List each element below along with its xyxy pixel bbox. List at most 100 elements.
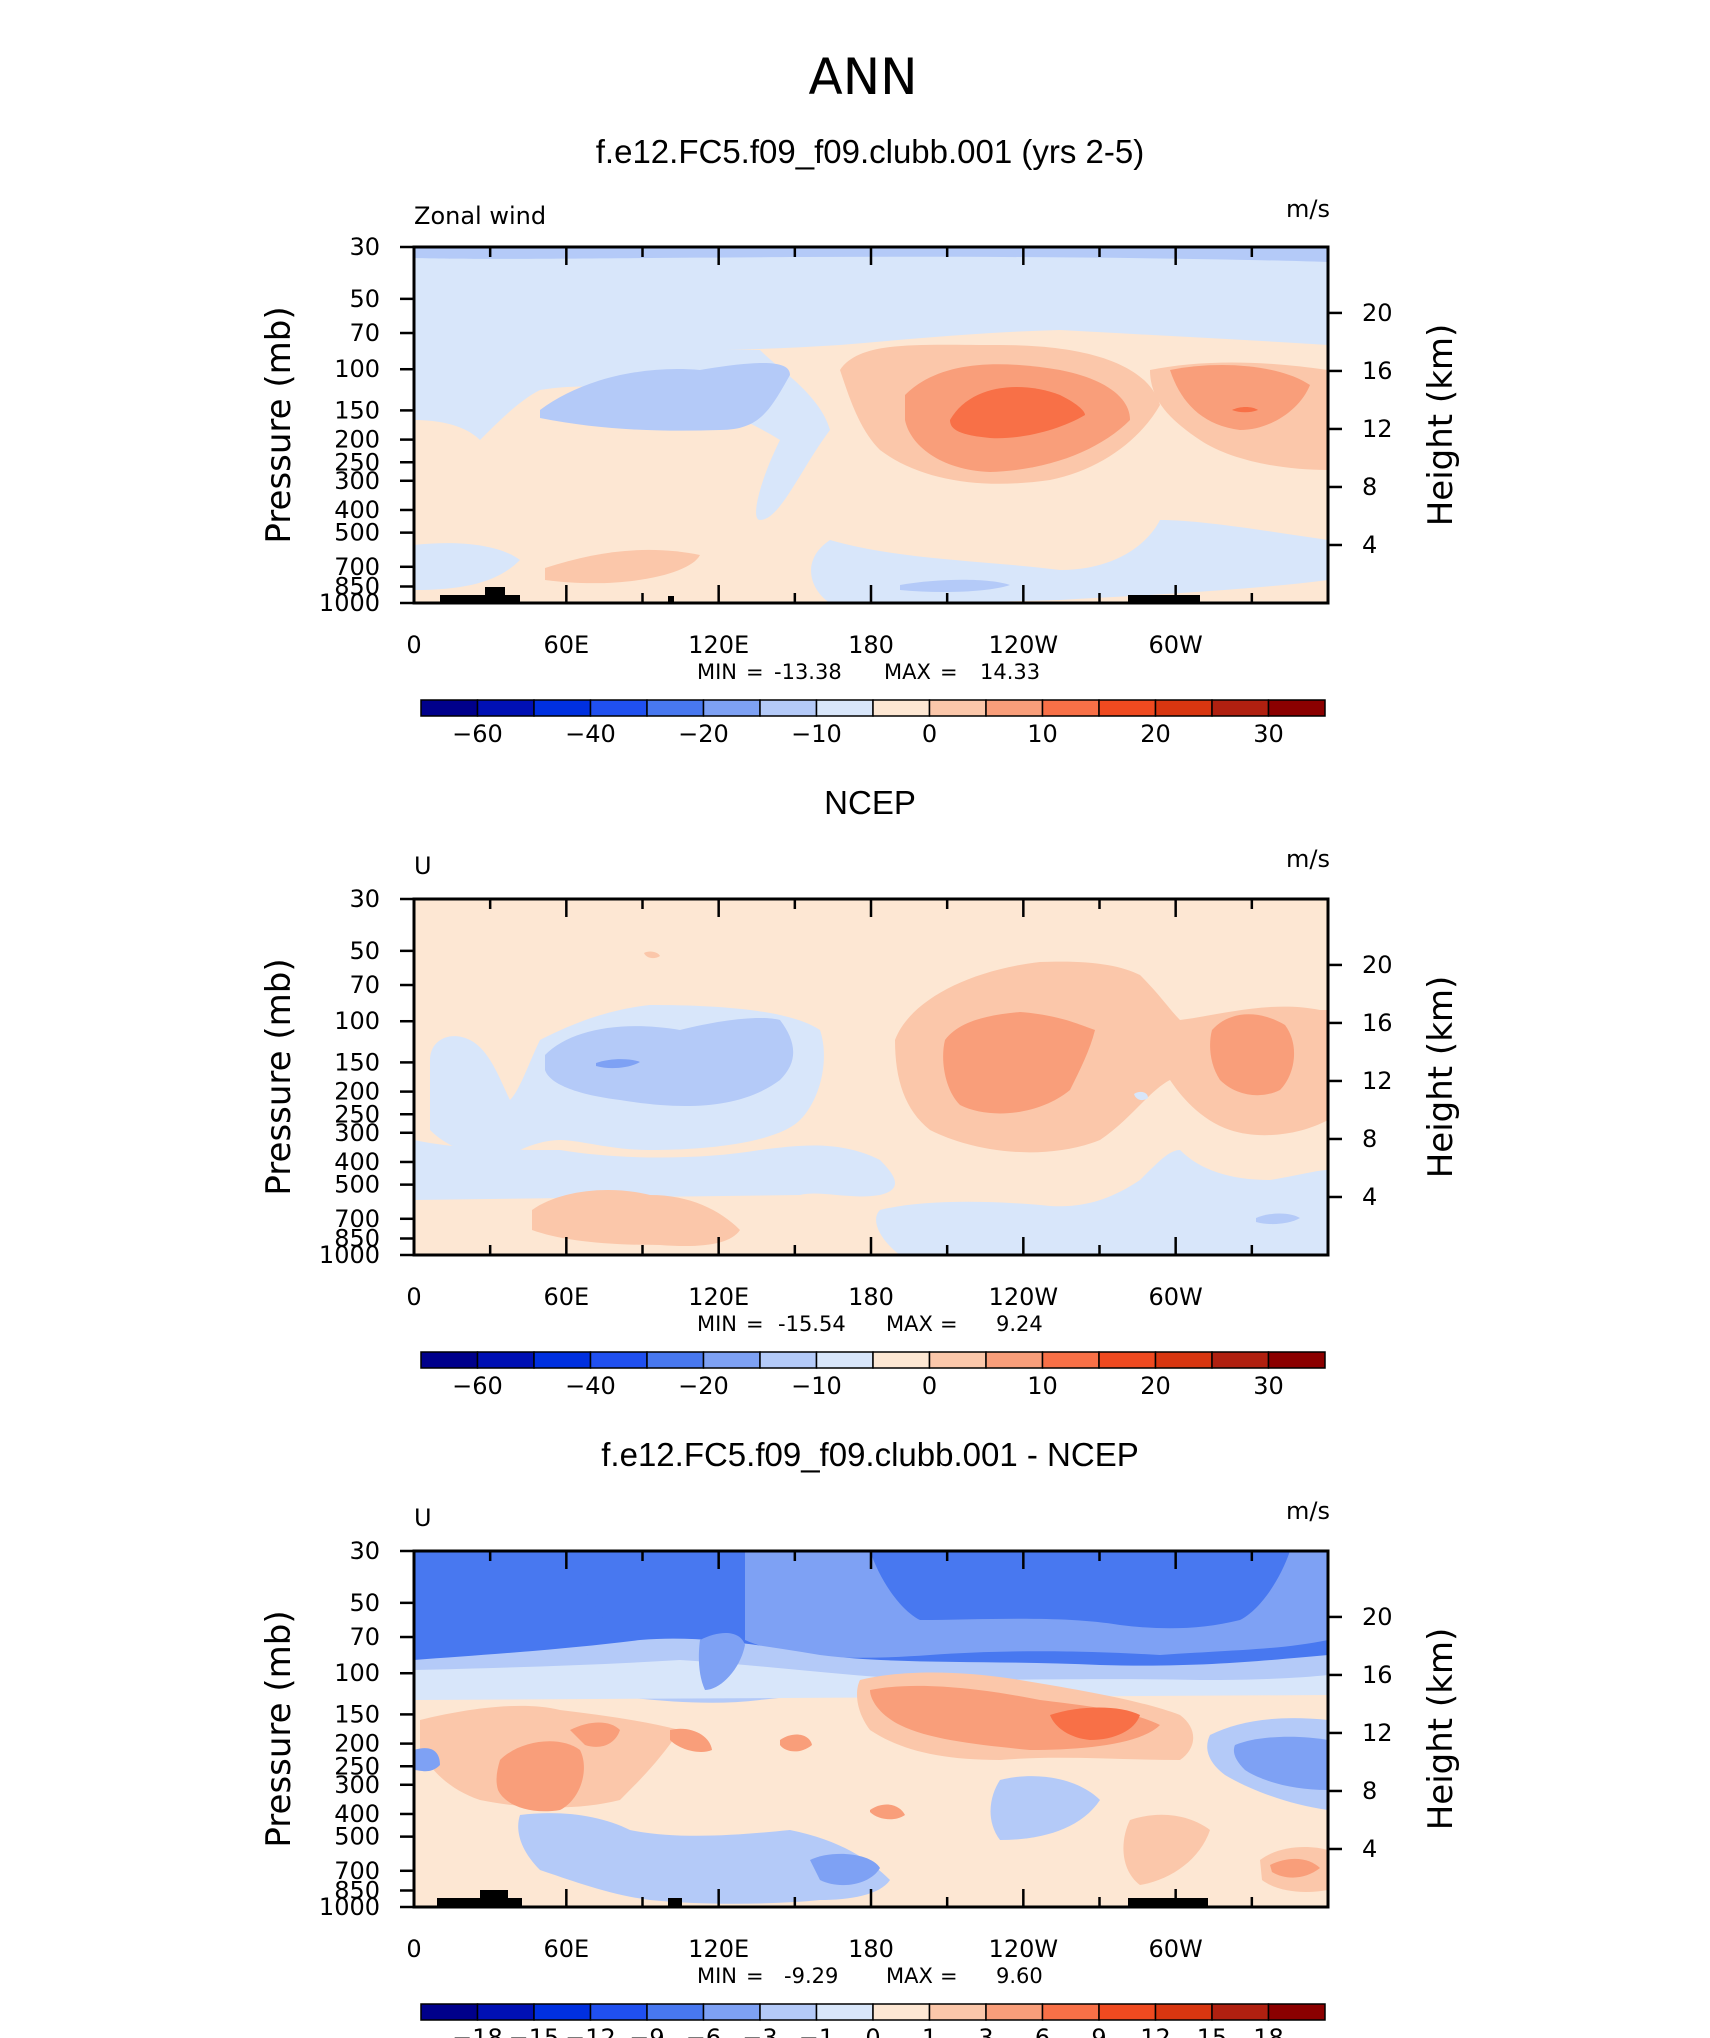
y2-tick-label: 8 [1362, 1777, 1377, 1805]
y-tick-label: 50 [349, 937, 380, 965]
y-tick-label: 850 [334, 1877, 380, 1905]
y-tick-label: 500 [334, 1171, 380, 1199]
variable-label: Zonal wind [414, 202, 546, 230]
y2-tick-label: 4 [1362, 1835, 1377, 1863]
panel-title: f.e12.FC5.f09_f09.clubb.001 - NCEP [601, 1436, 1138, 1473]
y-tick-label: 700 [334, 553, 380, 581]
colorbar-label: 3 [978, 2024, 993, 2038]
x-tick-label: 0 [406, 1935, 421, 1963]
colorbar-label: −40 [565, 720, 616, 748]
y-tick-label: 150 [334, 1700, 380, 1728]
colorbar-swatch [533, 699, 592, 717]
units-label: m/s [1286, 845, 1330, 873]
x-tick-label: 180 [848, 1935, 894, 1963]
svg-text:=: = [746, 1964, 764, 1988]
y2-tick-label: 4 [1362, 531, 1377, 559]
colorbar-label: 6 [1035, 2024, 1050, 2038]
y2-axis-title: Height (km) [1421, 324, 1461, 527]
colorbar-label: −6 [686, 2024, 721, 2038]
colorbar-swatch [589, 2003, 648, 2021]
y2-tick-label: 16 [1362, 1009, 1393, 1037]
colorbar-swatch [759, 699, 818, 717]
colorbar-swatch [928, 1351, 987, 1369]
colorbar-label: 12 [1140, 2024, 1171, 2038]
svg-text:=: = [940, 660, 958, 684]
colorbar-swatch [1154, 699, 1213, 717]
colorbar-swatch [1154, 1351, 1213, 1369]
contour-field [414, 899, 1328, 1255]
colorbar-label: −20 [678, 1372, 729, 1400]
x-tick-label: 120W [989, 1935, 1059, 1963]
y-axis-title: Pressure (mb) [259, 958, 299, 1195]
x-tick-label: 180 [848, 631, 894, 659]
x-tick-label: 120E [688, 631, 749, 659]
colorbar-swatch [1098, 699, 1157, 717]
y-tick-label: 700 [334, 1857, 380, 1885]
y-tick-label: 850 [334, 1225, 380, 1253]
colorbar-swatch [1267, 699, 1326, 717]
x-tick-label: 60W [1149, 631, 1203, 659]
colorbar-swatch [702, 2003, 761, 2021]
y-tick-label: 200 [334, 426, 380, 454]
y-tick-label: 250 [334, 448, 380, 476]
svg-text:MAX: MAX [886, 1312, 933, 1336]
colorbar: −18 −15 −12 −9 −6 −3 −1 0 1 3 6 9 12 15 18 [420, 2003, 1326, 2038]
max-value: 9.24 [996, 1312, 1043, 1336]
y-axis-title: Pressure (mb) [259, 1610, 299, 1847]
min-max-readout: MIN = -9.29 MAX = 9.60 [697, 1964, 1043, 1988]
y-tick-label: 100 [334, 1659, 380, 1687]
colorbar-label: −3 [742, 2024, 777, 2038]
y-tick-label: 250 [334, 1752, 380, 1780]
svg-text:MIN: MIN [697, 1312, 737, 1336]
colorbar-swatch [702, 699, 761, 717]
y2-tick-label: 16 [1362, 1661, 1393, 1689]
units-label: m/s [1286, 1497, 1330, 1525]
colorbar: −60 −40 −20 −10 0 10 20 30 [420, 1351, 1326, 1400]
min-value: -9.29 [784, 1964, 838, 1988]
x-tick-label: 60E [543, 1935, 589, 1963]
colorbar-swatch [1098, 2003, 1157, 2021]
contour-field [414, 247, 1328, 603]
units-label: m/s [1286, 195, 1330, 223]
colorbar-label: −40 [565, 1372, 616, 1400]
colorbar-swatch [759, 1351, 818, 1369]
variable-label: U [414, 852, 432, 880]
colorbar-swatch [815, 2003, 874, 2021]
y-tick-label: 30 [349, 1537, 380, 1565]
colorbar-swatch [702, 1351, 761, 1369]
colorbar-label: 0 [922, 720, 937, 748]
svg-text:MIN: MIN [697, 660, 737, 684]
y-tick-label: 400 [334, 496, 380, 524]
y-tick-label: 70 [349, 319, 380, 347]
colorbar-swatch [985, 2003, 1044, 2021]
colorbar-swatch [646, 699, 705, 717]
colorbar-label: 20 [1140, 720, 1171, 748]
y-tick-label: 850 [334, 573, 380, 601]
x-axis: 0 60E 120E 180 120W 60W [406, 1551, 1330, 1963]
colorbar-label: −60 [452, 1372, 503, 1400]
colorbar-swatch [1041, 1351, 1100, 1369]
y-tick-label: 200 [334, 1078, 380, 1106]
y-tick-label: 1000 [319, 1893, 380, 1921]
colorbar-label: −10 [791, 1372, 842, 1400]
colorbar-swatch [815, 1351, 874, 1369]
min-value: -15.54 [778, 1312, 846, 1336]
y2-axis-title: Height (km) [1421, 976, 1461, 1179]
svg-text:=: = [940, 1964, 958, 1988]
colorbar-swatch [985, 699, 1044, 717]
panel-observed: NCEP U m/s 0 60E 120E 180 120W 60W 3050701001… [259, 784, 1461, 1400]
colorbar-label: 15 [1197, 2024, 1228, 2038]
max-value: 14.33 [980, 660, 1040, 684]
y2-axis: 20 16 12 8 4 [1328, 299, 1393, 559]
y2-tick-label: 20 [1362, 951, 1393, 979]
svg-text:=: = [746, 660, 764, 684]
x-axis: 0 60E 120E 180 120W 60W [406, 247, 1330, 659]
colorbar-swatch [1154, 2003, 1213, 2021]
colorbar-swatch [872, 1351, 931, 1369]
colorbar-swatch [1041, 2003, 1100, 2021]
colorbar-label: 20 [1140, 1372, 1171, 1400]
colorbar-swatch [420, 2003, 479, 2021]
y-tick-label: 1000 [319, 589, 380, 617]
panel-model: f.e12.FC5.f09_f09.clubb.001 (yrs 2-5) Zo… [259, 133, 1461, 748]
